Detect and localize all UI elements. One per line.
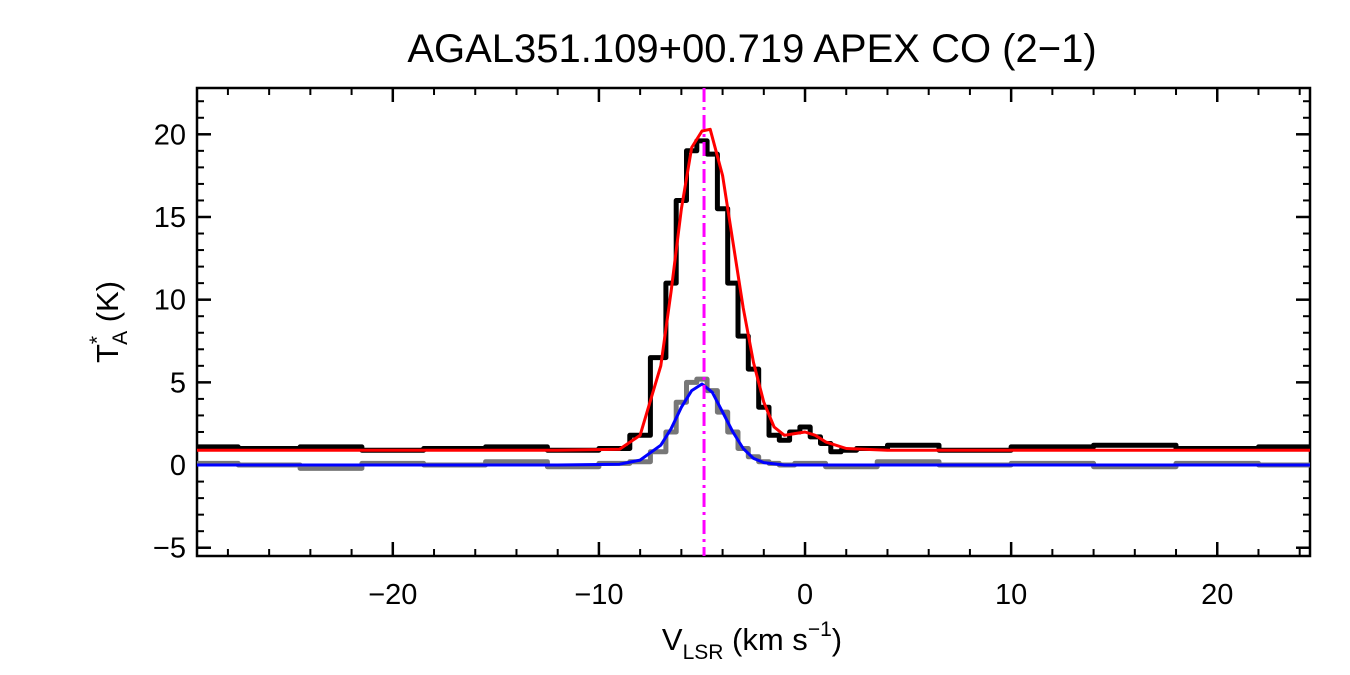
y-axis-label: T*A (K)	[86, 281, 132, 363]
y-tick-label: 15	[154, 202, 186, 234]
x-tick-label: −20	[368, 579, 417, 611]
x-tick-labels: −20 −10 0 10 20	[368, 579, 1233, 611]
spectrum-histogram-black	[197, 138, 1310, 455]
plot-frame	[195, 86, 1312, 558]
fit-curve-blue	[197, 382, 1310, 467]
fit-curve-red	[197, 127, 1310, 452]
y-tick-label: 20	[154, 119, 186, 151]
spectrum-histogram-gray	[197, 376, 1310, 471]
x-axis-label: VLSR (km s−1)	[662, 618, 842, 664]
x-tick-label: −10	[574, 579, 623, 611]
y-tick-label: 5	[170, 367, 186, 399]
plot-area	[197, 88, 1310, 556]
y-tick-label: −5	[153, 533, 186, 565]
y-tick-label: 10	[154, 285, 186, 317]
x-tick-label: 20	[1201, 579, 1233, 611]
y-tick-labels: −5 0 5 10 15 20	[153, 119, 186, 564]
x-tick-label: 10	[995, 579, 1027, 611]
x-tick-label: 0	[797, 579, 813, 611]
y-tick-label: 0	[170, 450, 186, 482]
chart-title: AGAL351.109+00.719 APEX CO (2−1)	[407, 27, 1096, 71]
axis-ticks	[197, 88, 1310, 556]
